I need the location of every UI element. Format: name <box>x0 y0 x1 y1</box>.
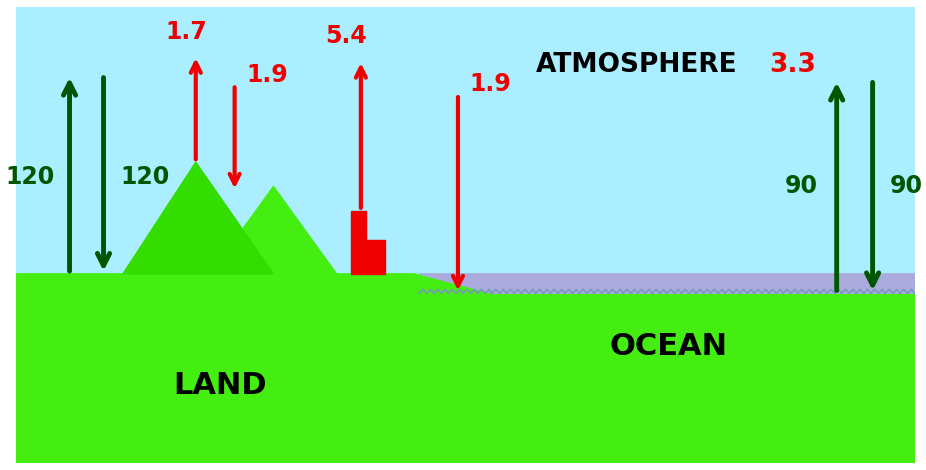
Text: 120: 120 <box>120 165 169 189</box>
Text: 90: 90 <box>785 174 819 198</box>
Polygon shape <box>210 187 336 274</box>
Polygon shape <box>123 162 273 274</box>
Text: 120: 120 <box>6 165 55 189</box>
Text: 1.9: 1.9 <box>469 72 511 96</box>
Text: LAND: LAND <box>173 371 267 400</box>
Text: ATMOSPHERE: ATMOSPHERE <box>535 52 737 78</box>
Text: 5.4: 5.4 <box>325 24 368 47</box>
Text: 1.7: 1.7 <box>165 20 206 44</box>
Polygon shape <box>351 211 385 274</box>
Polygon shape <box>419 274 915 293</box>
Polygon shape <box>16 274 915 463</box>
Text: 90: 90 <box>890 174 923 198</box>
Text: 1.9: 1.9 <box>246 63 288 87</box>
Text: 3.3: 3.3 <box>769 52 816 78</box>
Text: OCEAN: OCEAN <box>609 332 728 361</box>
